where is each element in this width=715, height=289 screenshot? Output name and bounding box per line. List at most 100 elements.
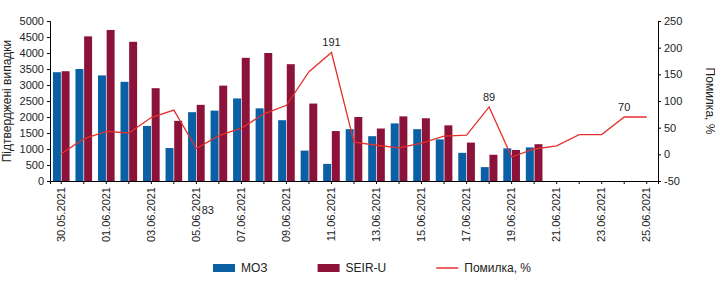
tick: 21.06.2021 [550,181,562,242]
bar [143,126,151,181]
tick: 15.06.2021 [415,181,427,242]
axis-line [47,22,51,182]
tick-label: 100 [664,95,682,107]
tick: 09.06.2021 [280,181,292,242]
tick: 4500 [20,31,50,43]
tick-label: 2500 [20,95,44,107]
tick-mark [466,181,467,184]
bar [444,125,452,181]
tick-mark [286,181,287,184]
tick-label: 500 [26,159,44,171]
tick-mark [308,181,309,184]
tick [83,181,84,184]
y-axis: 0500100015002000250030003500400045005000 [20,15,51,187]
annotation: 83 [202,204,214,216]
annotation: 70 [618,101,630,113]
tick [399,181,400,184]
tick-label: 3500 [20,63,44,75]
tick-label: 15.06.2021 [415,187,427,242]
tick: 150 [658,68,682,80]
tick: -50 [658,175,680,187]
tick-label: 07.06.2021 [235,187,247,242]
tick: 05.06.2021 [190,181,202,242]
bar [121,82,129,181]
bar [413,129,421,181]
tick-label: 4000 [20,47,44,59]
tick [173,181,174,184]
tick-mark [399,181,400,184]
tick-label: 23.06.2021 [595,187,607,242]
tick-label: 3000 [20,79,44,91]
bar [399,116,407,181]
tick-label: 03.06.2021 [145,187,157,242]
tick-mark [376,181,377,184]
y2-axis: -50050100150200250 [658,15,682,187]
legend-symbol [318,264,340,272]
bar [166,148,174,181]
tick-mark [646,181,647,184]
tick: 4000 [20,47,50,59]
tick-mark [47,101,50,102]
bar [301,151,309,181]
bar [368,136,376,181]
tick-mark [173,181,174,184]
bar [391,123,399,181]
tick-mark [47,85,50,86]
tick [354,181,355,184]
tick-mark [47,53,50,54]
tick-label: 01.06.2021 [100,187,112,242]
tick [534,181,535,184]
tick-mark [47,37,50,38]
tick-mark [47,165,50,166]
annotation: 191 [322,36,340,48]
bar [467,143,475,181]
tick [128,181,129,184]
bar [422,118,430,181]
tick: 3000 [20,79,50,91]
tick-mark [658,21,661,22]
tick-label: 25.06.2021 [640,187,652,242]
tick: 19.06.2021 [505,181,517,242]
tick: 5000 [20,15,50,27]
bar [129,42,137,181]
bar [256,108,264,181]
tick-label: 21.06.2021 [550,187,562,242]
tick: 1000 [20,143,50,155]
tick [308,181,309,184]
tick-mark [151,181,152,184]
tick: 07.06.2021 [235,181,247,242]
tick-mark [658,48,661,49]
tick: 17.06.2021 [460,181,472,242]
tick-mark [534,181,535,184]
bar [436,139,444,181]
legend-symbol [436,267,458,269]
tick-label: 30.05.2021 [55,187,67,242]
tick-label: 0 [38,175,44,187]
plot-area [53,30,647,181]
bar [309,104,317,181]
tick-mark [658,154,661,155]
tick-mark [658,74,661,75]
tick: 13.06.2021 [370,181,382,242]
bar [534,144,542,181]
tick-label: 09.06.2021 [280,187,292,242]
tick: 200 [658,42,682,54]
legend-label: SEIR-U [346,261,387,275]
tick-mark [83,181,84,184]
tick-mark [47,181,50,182]
tick-mark [47,117,50,118]
tick-mark [47,69,50,70]
tick-label: 17.06.2021 [460,187,472,242]
tick-label: 05.06.2021 [190,187,202,242]
tick-mark [556,181,557,184]
tick: 23.06.2021 [595,181,607,242]
annotation: 89 [483,91,495,103]
tick: 100 [658,95,682,107]
bar [62,71,70,181]
tick-mark [444,181,445,184]
legend-symbol [213,264,235,272]
tick: 30.05.2021 [55,181,67,242]
y2-axis-title: Помилка, % [703,68,715,135]
y-axis-title: Підтверджені випадки [0,40,14,163]
bar [211,111,219,181]
